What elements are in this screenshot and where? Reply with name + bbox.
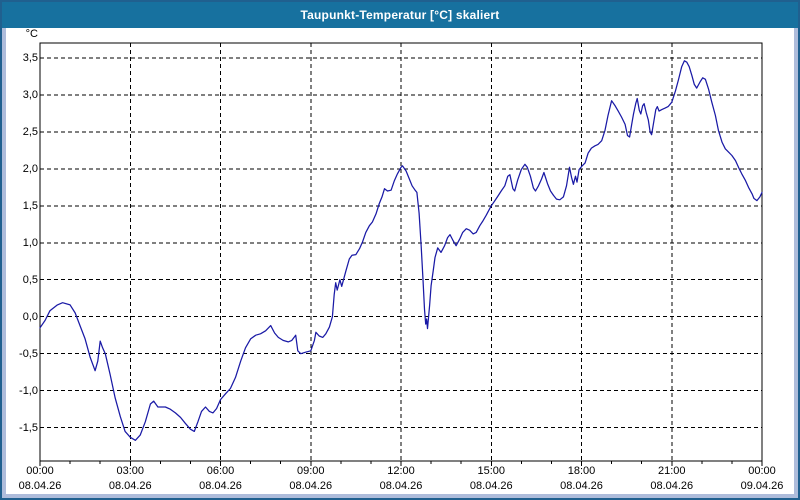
x-tick-time: 06:00 <box>206 465 235 477</box>
x-tick-date: 08.04.26 <box>650 480 694 492</box>
y-tick-label: -0,5 <box>19 347 38 360</box>
x-tick-time: 18:00 <box>567 465 596 477</box>
chart-canvas: °C 3,5 3,0 2,5 2,0 1,5 1,0 0,5 0,0 -0,5 -1,0 -1,5 0… <box>6 28 794 494</box>
window-titlebar: Taupunkt-Temperatur [°C] skaliert <box>2 2 798 28</box>
x-tick-time: 12:00 <box>387 465 415 477</box>
x-tick-time: 00:00 <box>748 465 776 477</box>
y-tick-label: -1,0 <box>19 384 38 397</box>
x-tick-date: 08.04.26 <box>199 480 242 492</box>
x-tick-date: 08.04.26 <box>108 480 152 492</box>
window-title: Taupunkt-Temperatur [°C] skaliert <box>300 8 500 22</box>
y-tick-label: 1,5 <box>22 199 38 212</box>
plot-border <box>39 42 763 462</box>
x-tick-date: 08.04.26 <box>379 480 423 492</box>
y-axis-unit: °C <box>25 28 38 40</box>
x-tick-time: 00:00 <box>26 465 54 477</box>
temperature-line <box>39 60 763 441</box>
x-tick-time: 09:00 <box>296 465 325 477</box>
y-tick-label: 0,0 <box>22 310 38 323</box>
x-tick-date: 08.04.26 <box>469 480 513 492</box>
y-tick-label: 2,5 <box>22 125 38 138</box>
y-tick-label: 2,0 <box>22 162 38 175</box>
x-tick-date: 09.04.26 <box>740 480 784 492</box>
y-tick-label: -1,5 <box>19 421 38 434</box>
y-tick-label: 3,5 <box>22 51 38 64</box>
x-tick-date: 08.04.26 <box>289 480 333 492</box>
y-tick-label: 1,0 <box>22 236 38 249</box>
y-tick-label: 0,5 <box>22 273 38 286</box>
y-tick-label: 3,0 <box>22 88 38 101</box>
x-tick-time: 21:00 <box>657 465 686 477</box>
x-tick-date: 08.04.26 <box>18 480 62 492</box>
plot-area <box>39 42 763 466</box>
x-tick-time: 03:00 <box>116 465 145 477</box>
x-tick-time: 15:00 <box>477 465 506 477</box>
x-tick-date: 08.04.26 <box>560 480 603 492</box>
